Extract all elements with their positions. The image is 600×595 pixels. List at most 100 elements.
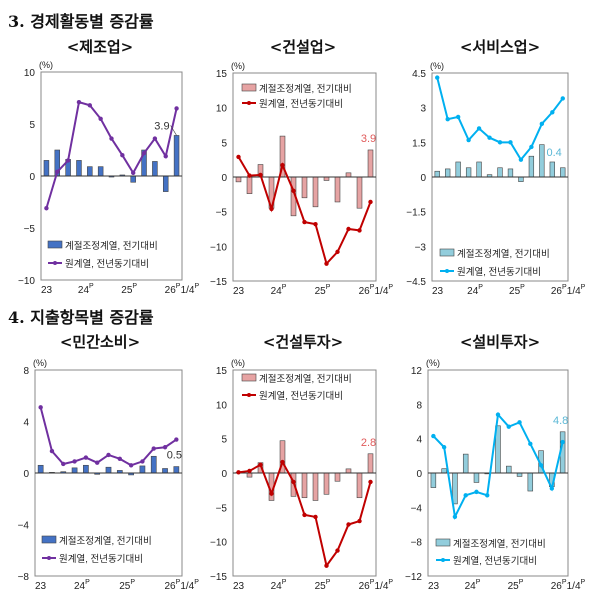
line-point bbox=[335, 249, 340, 255]
y-tick-label: 8 bbox=[23, 366, 29, 377]
bar bbox=[434, 170, 440, 178]
bar bbox=[455, 161, 461, 178]
bar bbox=[473, 472, 480, 483]
bar bbox=[162, 468, 168, 474]
last-value-label: 0.5 bbox=[167, 450, 182, 462]
y-tick-label: 15 bbox=[216, 366, 228, 377]
legend-line-label: 원계열, 전년동기대비 bbox=[59, 553, 143, 565]
x-tick-label-quarter: 1/4P bbox=[180, 579, 199, 592]
unit-label: (%) bbox=[426, 358, 440, 368]
legend-line-marker bbox=[441, 558, 445, 562]
legend-line-marker bbox=[445, 269, 449, 273]
x-tick-label-quarter: 1/4P bbox=[375, 284, 394, 297]
x-tick-label: 25P bbox=[509, 284, 525, 297]
line-point bbox=[258, 172, 263, 178]
x-tick-label-quarter: 1/4P bbox=[181, 283, 200, 296]
y-tick-label: 1.5 bbox=[412, 138, 426, 149]
label-leader bbox=[170, 125, 177, 136]
line-point bbox=[441, 445, 447, 450]
chart-construction-investment: (%)15 10 5 0 −5 −10 −15 2.8 23 24P 25P 26P 1/4P 계절조정계… bbox=[210, 358, 393, 592]
bar bbox=[356, 176, 363, 209]
y-tick-label: 0 bbox=[416, 469, 422, 480]
line-point bbox=[162, 445, 168, 450]
line-point bbox=[72, 459, 77, 464]
y-tick-label: 5 bbox=[29, 120, 35, 131]
bar bbox=[43, 160, 50, 177]
line-point bbox=[463, 493, 468, 498]
line-point bbox=[65, 158, 71, 163]
x-tick-label-quarter: 1/4P bbox=[375, 579, 394, 592]
line-point bbox=[455, 114, 461, 120]
line-point bbox=[98, 116, 103, 122]
bar bbox=[334, 176, 341, 203]
legend-line-marker bbox=[47, 556, 51, 560]
line-point bbox=[538, 463, 544, 468]
y-tick-label: 10 bbox=[216, 400, 228, 411]
chart-title-private-consumption: <민간소비> bbox=[59, 333, 141, 351]
unit-label: (%) bbox=[33, 358, 47, 368]
line-point bbox=[152, 136, 158, 141]
x-tick-label: 23 bbox=[41, 285, 53, 296]
line-point bbox=[550, 110, 555, 115]
bar bbox=[518, 176, 524, 182]
last-value-label: 4.8 bbox=[553, 415, 568, 427]
bar bbox=[312, 472, 319, 501]
y-tick-label: −10 bbox=[18, 276, 35, 287]
x-tick-label: 24P bbox=[74, 579, 90, 592]
unit-label: (%) bbox=[39, 60, 53, 70]
legend-line-label: 원계열, 전년동기대비 bbox=[453, 555, 537, 567]
line-point bbox=[517, 420, 522, 425]
x-tick-label: 23 bbox=[432, 286, 444, 297]
x-tick-label: 26P bbox=[359, 579, 375, 592]
line-point bbox=[508, 140, 513, 145]
line-point bbox=[495, 412, 501, 417]
chart-services: (%) 4.5 3 1.5 0 −1.5 −3 −4.5 0.4 23 24P 25P 26P 1/4P 계… bbox=[406, 61, 585, 297]
legend-line-label: 원계열, 전년동기대비 bbox=[259, 98, 343, 110]
line-point bbox=[445, 117, 450, 122]
chart-title-services: <서비스업> bbox=[459, 38, 541, 56]
bar bbox=[560, 167, 566, 178]
bar bbox=[105, 466, 112, 474]
bar bbox=[87, 166, 93, 177]
x-tick-label-quarter: 1/4P bbox=[567, 284, 586, 297]
x-tick-label: 24P bbox=[467, 284, 483, 297]
chart-title-manufacturing: <제조업> bbox=[66, 38, 134, 56]
x-tick-label: 25P bbox=[119, 579, 135, 592]
line-point bbox=[474, 489, 479, 495]
legend-bar-swatch bbox=[435, 538, 451, 547]
line-point bbox=[487, 135, 492, 140]
x-tick-label: 26P bbox=[551, 284, 567, 297]
bar bbox=[465, 167, 472, 178]
bar bbox=[71, 467, 78, 474]
line-point bbox=[431, 433, 436, 439]
bar bbox=[452, 472, 458, 505]
line-point bbox=[357, 228, 362, 233]
x-tick-label: 23 bbox=[233, 286, 245, 297]
bar bbox=[150, 455, 157, 474]
bar bbox=[130, 175, 136, 183]
bar bbox=[246, 472, 253, 478]
line-point bbox=[313, 221, 318, 227]
line-point bbox=[258, 462, 263, 467]
legend-line-marker bbox=[247, 393, 251, 397]
y-tick-label: 0 bbox=[221, 173, 227, 184]
line-point bbox=[174, 437, 179, 442]
legend-line-marker bbox=[247, 101, 251, 105]
line-point bbox=[324, 261, 329, 266]
x-tick-label-quarter: 1/4P bbox=[567, 579, 586, 592]
line-point bbox=[151, 446, 156, 451]
chart-manufacturing: (%)10 5 0 −5 −10 3.9 23 24P 25P 26P 1/4P 계절조정계열, 전기… bbox=[18, 60, 199, 296]
line-point bbox=[549, 486, 555, 491]
x-tick-label: 26P bbox=[551, 579, 567, 592]
x-tick-label: 24P bbox=[271, 579, 287, 592]
y-tick-label: −1.5 bbox=[406, 208, 426, 219]
line-point bbox=[506, 424, 511, 429]
line-point bbox=[485, 493, 490, 498]
bar bbox=[367, 149, 374, 178]
y-tick-label: 0 bbox=[420, 173, 426, 184]
line-point bbox=[560, 439, 565, 445]
bar bbox=[246, 176, 253, 194]
y-tick-label: −5 bbox=[216, 503, 228, 514]
legend-bar-label: 계절조정계열, 전기대비 bbox=[65, 240, 158, 252]
line-point bbox=[141, 150, 147, 156]
